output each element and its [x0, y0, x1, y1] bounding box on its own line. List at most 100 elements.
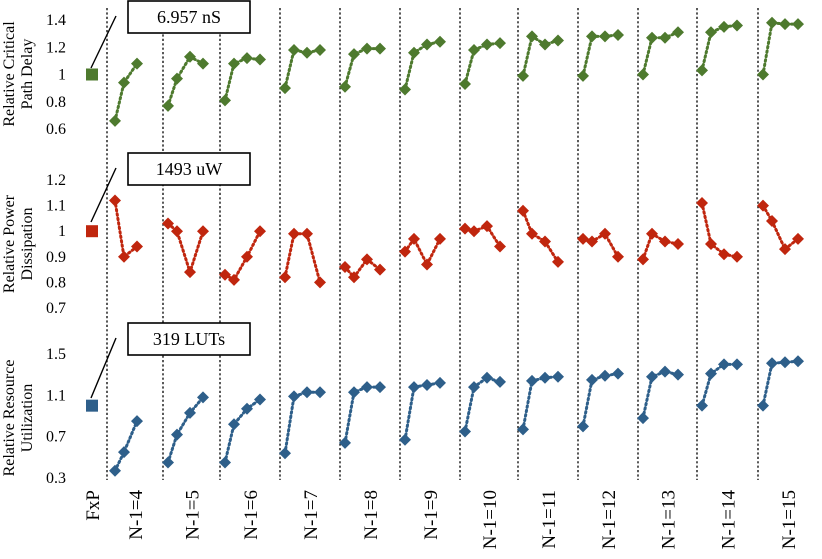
resource-point — [757, 399, 769, 412]
delay-point — [241, 52, 253, 65]
resource-point — [131, 415, 143, 428]
delay-point — [408, 46, 420, 59]
power-point — [434, 232, 446, 245]
resource-point — [494, 375, 506, 388]
power-point — [705, 238, 717, 250]
power-point — [459, 222, 471, 235]
delay-point — [696, 64, 708, 77]
resource-point — [459, 425, 471, 438]
resource-point — [792, 355, 804, 368]
power-point — [659, 235, 671, 248]
delay-point — [718, 20, 730, 33]
resource-point — [696, 399, 708, 412]
delay-point — [219, 94, 231, 107]
resource-point — [526, 374, 538, 387]
power-point — [539, 235, 551, 248]
resource-point — [468, 381, 480, 394]
power-point — [468, 225, 480, 238]
delay-point — [348, 48, 360, 61]
delay-ytick-label: 0.8 — [46, 94, 66, 111]
resource-point — [109, 464, 121, 477]
delay-point — [184, 50, 196, 63]
power-ytick-label: 1.1 — [46, 198, 66, 215]
power-point — [197, 225, 209, 238]
resource-axis-title: Utilization — [19, 384, 36, 452]
power-fxp-marker — [86, 225, 98, 238]
power-point — [612, 250, 624, 263]
power-point — [517, 204, 529, 217]
power-callout-label: 1493 uW — [156, 159, 223, 179]
power-point — [131, 240, 143, 253]
power-ytick-label: 0.7 — [46, 300, 66, 317]
resource-point — [348, 386, 360, 399]
power-ytick-label: 1 — [58, 223, 66, 240]
resource-point — [599, 369, 611, 382]
power-point — [481, 220, 493, 233]
delay-point — [197, 57, 209, 70]
x-category-label: N-1=11 — [539, 490, 560, 549]
resource-point — [197, 391, 209, 404]
resource-series-line-6 — [403, 381, 442, 442]
delay-callout-label: 6.957 nS — [157, 7, 221, 27]
resource-point — [339, 436, 351, 449]
power-point — [219, 268, 231, 281]
resource-callout-label: 319 LUTs — [153, 329, 225, 349]
delay-point — [552, 34, 564, 47]
power-callout-box — [127, 152, 251, 186]
resource-series-line-9 — [581, 372, 620, 428]
power-point — [552, 255, 564, 268]
power-series-line-9 — [581, 231, 620, 259]
power-point — [374, 263, 386, 276]
delay-point — [314, 43, 326, 56]
resource-point — [254, 393, 266, 406]
resource-series-line-7 — [463, 376, 502, 433]
resource-series-line-4 — [283, 390, 322, 455]
delay-series-line-6 — [403, 40, 442, 91]
delay-point — [118, 76, 130, 89]
power-point — [731, 250, 743, 263]
delay-point — [539, 38, 551, 51]
power-point — [672, 238, 684, 250]
power-point — [184, 266, 196, 279]
power-point — [526, 227, 538, 240]
power-series-line-10 — [641, 231, 680, 261]
delay-point — [279, 82, 291, 95]
delay-point — [361, 42, 373, 55]
power-point — [241, 250, 253, 263]
delay-point — [494, 37, 506, 50]
resource-point — [577, 420, 589, 433]
resource-point — [481, 371, 493, 384]
delay-series-line-10 — [641, 30, 680, 76]
power-point — [399, 245, 411, 258]
x-category-label: N-1=12 — [599, 490, 620, 549]
delay-ytick-label: 1 — [58, 67, 66, 84]
resource-series-line-10 — [641, 369, 680, 420]
resource-series-line-12 — [761, 359, 800, 408]
power-ytick-label: 0.9 — [46, 249, 66, 266]
delay-point — [162, 99, 174, 112]
delay-series-line-7 — [463, 41, 502, 86]
delay-point — [421, 38, 433, 51]
resource-point — [637, 412, 649, 425]
resource-point — [408, 381, 420, 394]
power-point — [301, 227, 313, 240]
power-series-line-12 — [761, 204, 800, 252]
resource-point — [279, 447, 291, 460]
resource-point — [314, 386, 326, 399]
resource-series-line-11 — [700, 362, 739, 408]
resource-point — [646, 370, 658, 383]
power-point — [408, 232, 420, 245]
delay-series-line-9 — [581, 33, 620, 78]
power-point — [162, 217, 174, 230]
power-point — [696, 197, 708, 210]
power-axis-title: Dissipation — [19, 208, 36, 281]
delay-point — [612, 28, 624, 41]
resource-series-line-3 — [223, 397, 262, 464]
power-point — [494, 240, 506, 253]
resource-point — [766, 357, 778, 370]
delay-axis-title: Path Delay — [19, 39, 36, 110]
delay-point — [659, 31, 671, 44]
resource-callout-pointer — [90, 337, 117, 399]
resource-series-line-5 — [343, 385, 382, 445]
